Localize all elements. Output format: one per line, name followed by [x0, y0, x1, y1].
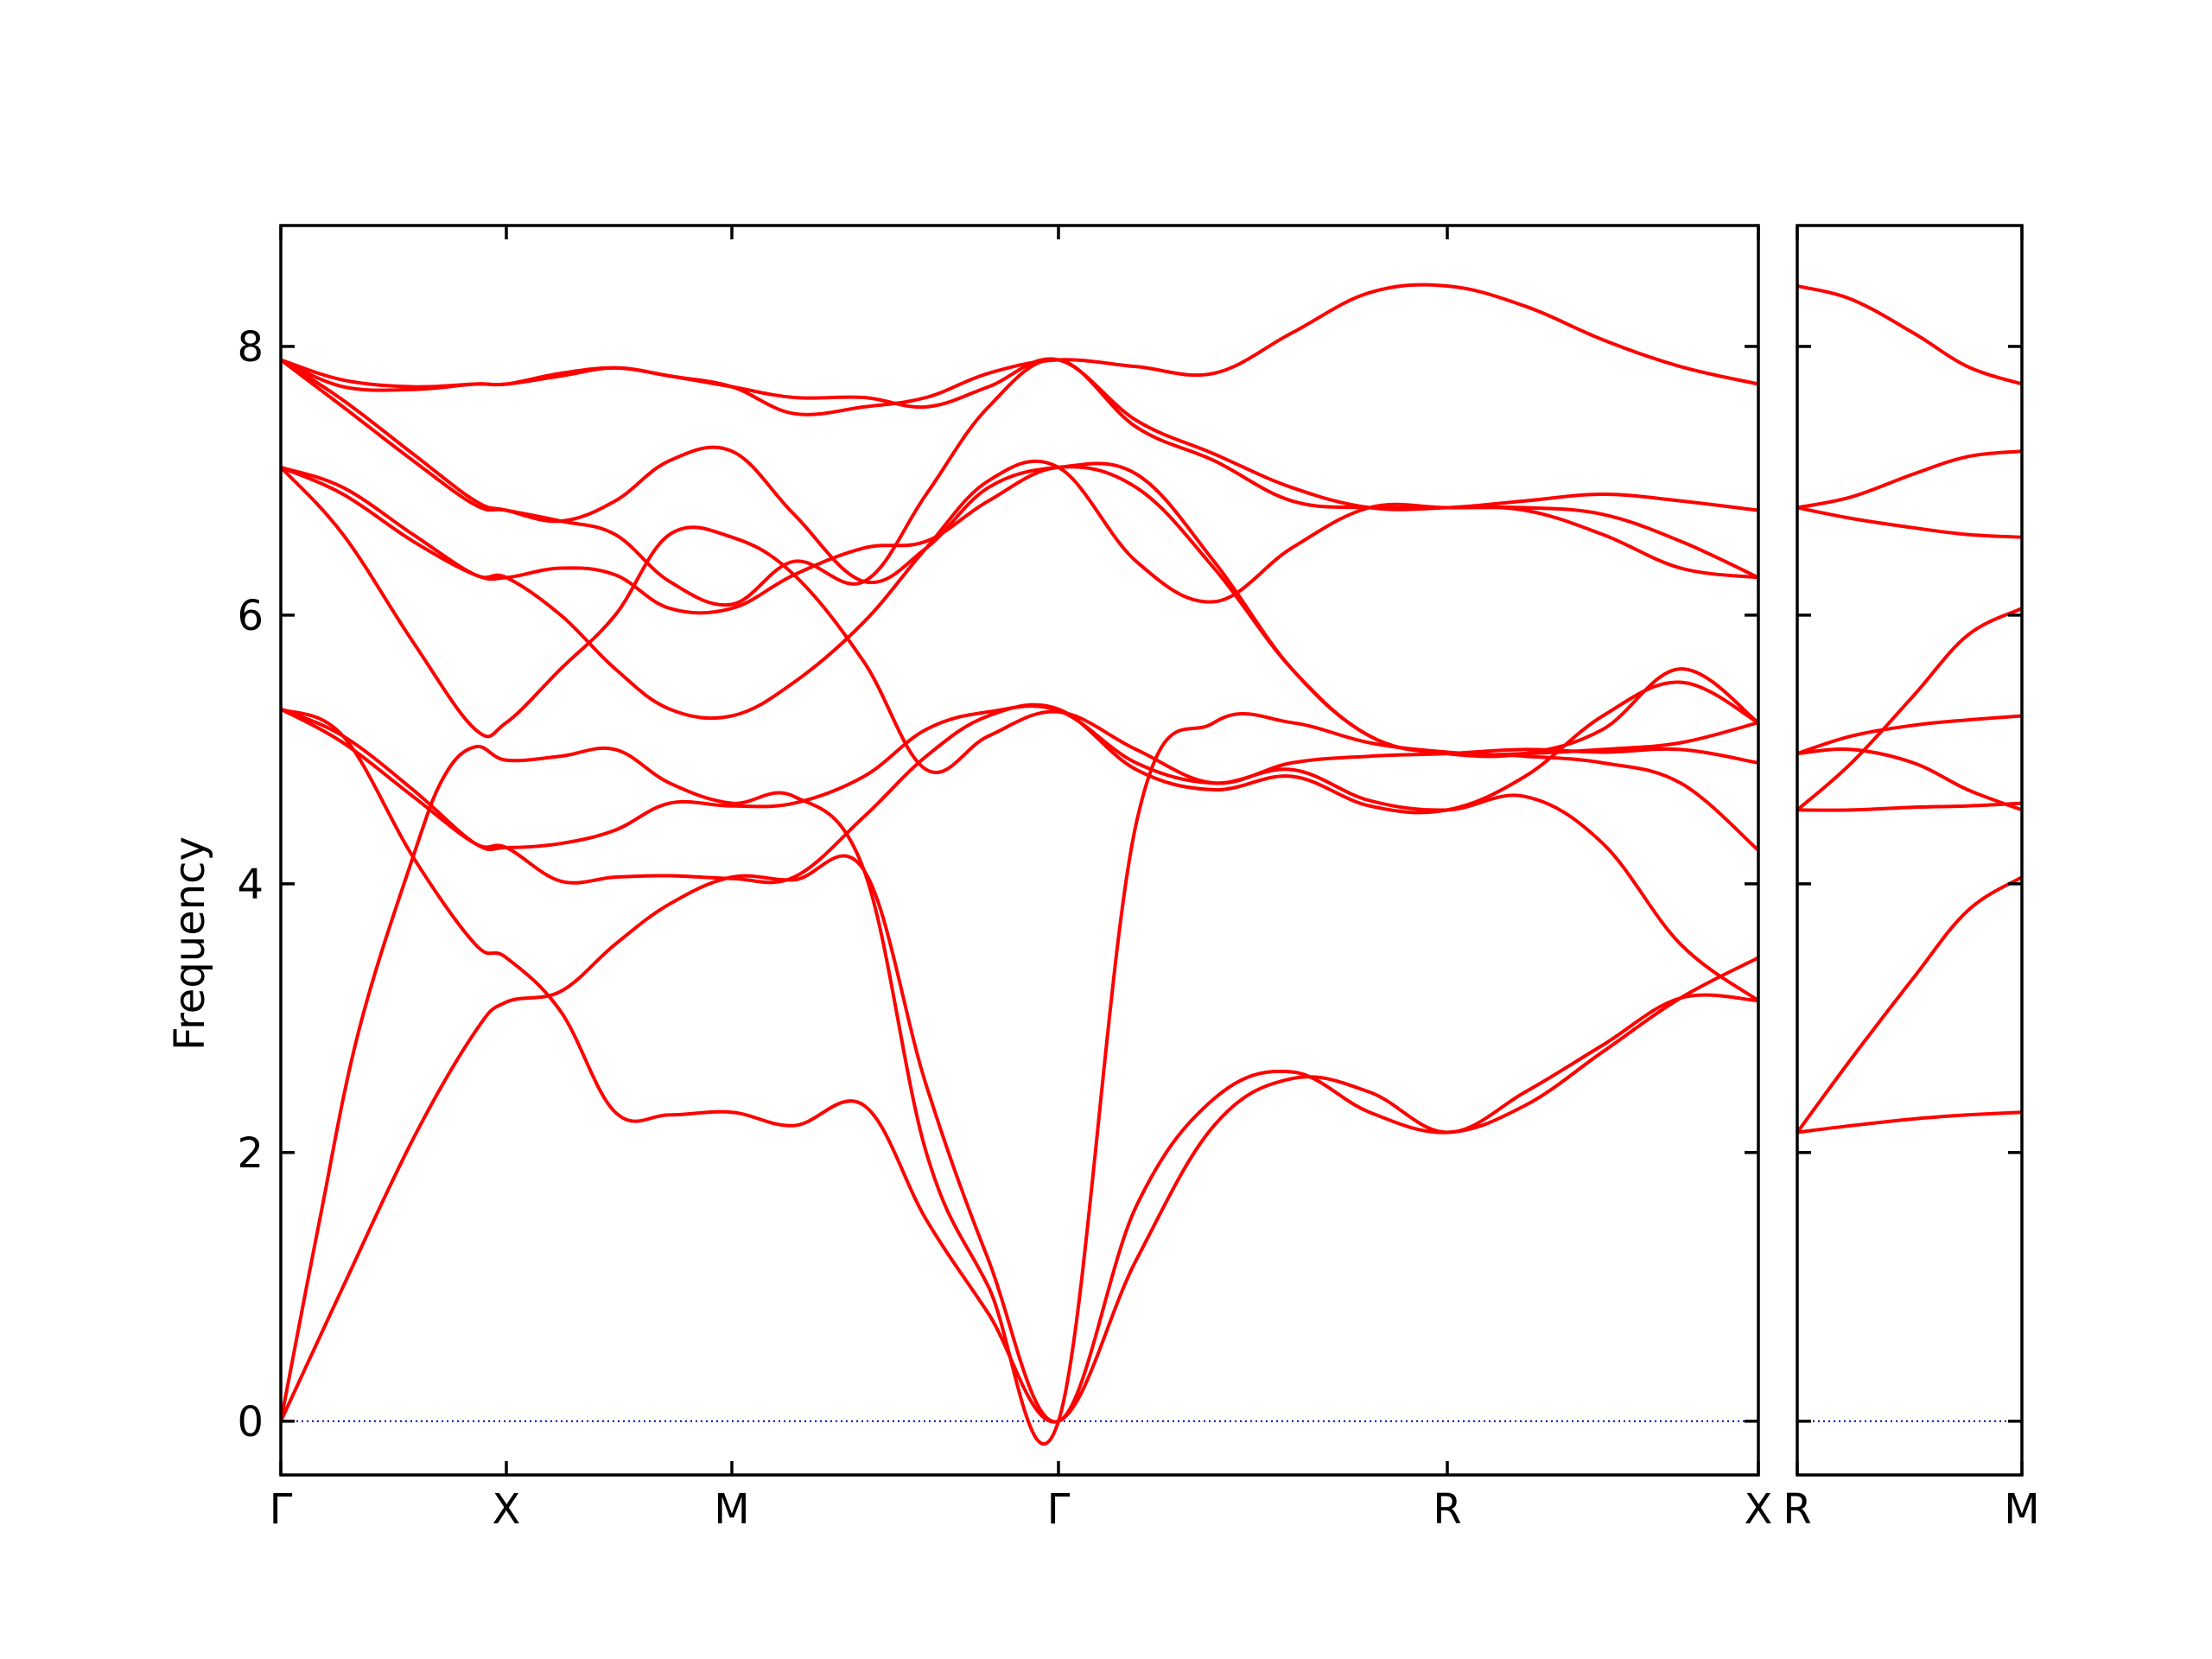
band-lines [281, 283, 1758, 1446]
y-tick-label: 8 [237, 323, 264, 372]
x-tick-label: R [1783, 1485, 1811, 1534]
axes-frame [1796, 224, 2024, 1477]
band-line-4 [281, 704, 1758, 1003]
band-line-5 [281, 680, 1758, 885]
main-panel: 0 2 4 6 8 Γ X M Γ R X [237, 224, 1773, 1534]
band-line-9 [1797, 284, 2022, 386]
x-tick-label: M [2004, 1485, 2039, 1534]
x-tick-label: Γ [1047, 1485, 1071, 1534]
x-tick-label: X [493, 1485, 521, 1534]
band-line-1 [1797, 1110, 2022, 1135]
x-tick-label: M [714, 1485, 749, 1534]
band-line-3 [281, 707, 1758, 1424]
band-line-6 [1797, 607, 2022, 812]
x-tick-label: X [1745, 1485, 1773, 1534]
y-tick-label: 2 [237, 1129, 264, 1178]
band-line-12 [281, 283, 1758, 416]
band-line-5 [1797, 714, 2022, 756]
y-tick-label: 4 [237, 861, 264, 909]
band-lines [1797, 284, 2022, 1135]
y-axis-label: Frequency [166, 836, 214, 1051]
x-tick-label: Γ [270, 1485, 293, 1534]
band-line-8 [1797, 449, 2022, 510]
x-tick-label: R [1433, 1485, 1461, 1534]
band-line-2 [1797, 875, 2022, 1135]
band-line-4 [1797, 747, 2022, 812]
y-tick-label: 6 [237, 592, 264, 640]
axes-frame [279, 224, 1760, 1477]
y-tick-label: 0 [237, 1398, 264, 1446]
band-line-3 [1797, 801, 2022, 812]
band-line-7 [1797, 505, 2022, 539]
